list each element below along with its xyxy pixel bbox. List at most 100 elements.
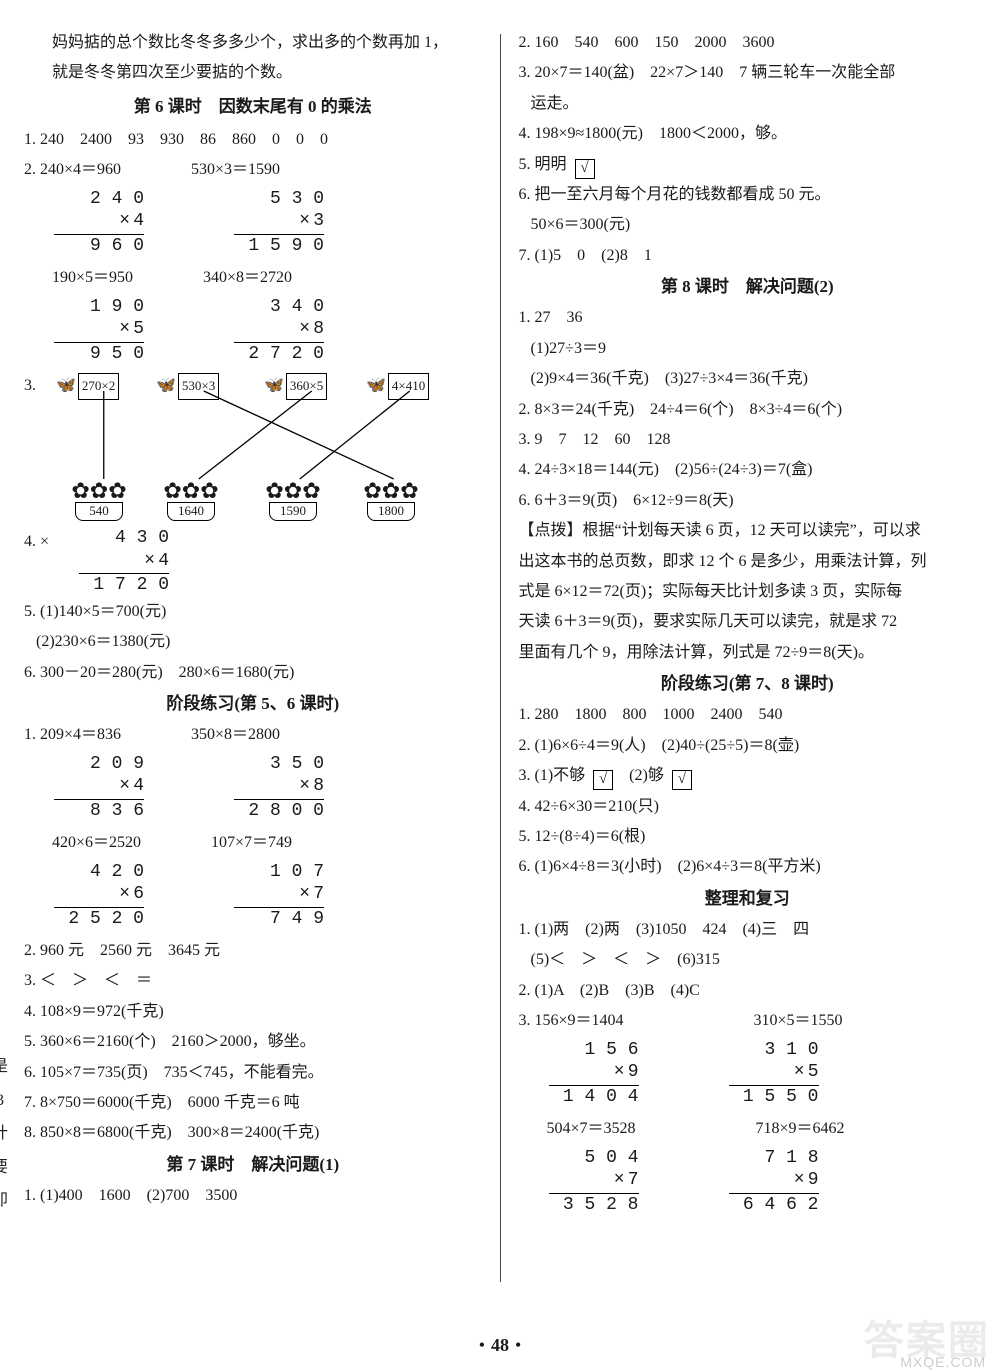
vertical-mult: 5 3 0 ×3 1 5 9 0 bbox=[234, 188, 324, 258]
matching-diagram: 🦋270×2 🦋530×3 🦋360×5 🦋4×410 ✿✿✿540 ✿✿✿16… bbox=[46, 371, 482, 521]
r7: 7. (1)5 0 (2)8 1 bbox=[519, 241, 977, 271]
r5: 5. 明明 √ bbox=[519, 150, 977, 180]
margin-note: 即 bbox=[0, 1184, 10, 1218]
st4: 4. 42÷6×30＝210(只) bbox=[519, 792, 977, 822]
p2: 2. 8×3＝24(千克) 24÷4＝6(个) 8×3÷4＝6(个) bbox=[519, 395, 977, 425]
watermark-url: MXQE.COM bbox=[900, 1354, 986, 1370]
t7-1: 1. (1)400 1600 (2)700 3500 bbox=[24, 1181, 482, 1211]
vertical-mult-row: 1 5 6×91 4 0 4 3 1 0×51 5 5 0 bbox=[549, 1039, 977, 1109]
vertical-mult: 3 4 0 ×8 2 7 2 0 bbox=[234, 296, 324, 366]
p1a: 1. 27 36 bbox=[519, 303, 977, 333]
s7: 7. 8×750＝6000(千克) 6000 千克＝6 吨 bbox=[24, 1088, 482, 1118]
right-column: 2. 160 540 600 150 2000 3600 3. 20×7＝140… bbox=[519, 28, 977, 1288]
butterfly-icon: 🦋 bbox=[156, 371, 176, 401]
q5b: (2)230×6＝1380(元) bbox=[24, 627, 482, 657]
s1-eq: 1. 209×4＝836 bbox=[24, 720, 121, 750]
r4: 4. 198×9≈1800(元) 1800＜2000，够。 bbox=[519, 119, 977, 149]
q2-eq: 530×3＝1590 bbox=[191, 155, 280, 185]
vertical-mult: 4 3 0 ×4 1 7 2 0 bbox=[79, 527, 169, 597]
rv1a: 1. (1)两 (2)两 (3)1050 424 (4)三 四 bbox=[519, 915, 977, 945]
intro-line: 妈妈掂的总个数比冬冬多多少个，求出多的个数再加 1， bbox=[24, 28, 482, 58]
q2-eq: 2. 240×4＝960 bbox=[24, 155, 121, 185]
s1-eq: 350×8＝2800 bbox=[191, 720, 280, 750]
vertical-mult-row: 2 4 0 ×4 9 6 0 5 3 0 ×3 1 5 9 0 bbox=[54, 188, 482, 258]
hint: 里面有几个 9，用除法计算，列式是 72÷9＝8(天)。 bbox=[519, 638, 977, 668]
page-number: 48 bbox=[491, 1335, 509, 1355]
p6: 6. 6＋3＝9(页) 6×12÷9＝8(天) bbox=[519, 486, 977, 516]
margin-notes: 是 3 计 要 即 bbox=[0, 1050, 10, 1218]
st1: 1. 280 1800 800 1000 2400 540 bbox=[519, 700, 977, 730]
q4: 4. × bbox=[24, 527, 49, 557]
vertical-mult-row: 1 9 0 ×5 9 5 0 3 4 0 ×8 2 7 2 0 bbox=[54, 296, 482, 366]
flower-pot: ✿✿✿1590 bbox=[258, 480, 328, 521]
r3a: 3. 20×7＝140(盆) 22×7＞140 7 辆三轮车一次能全部 bbox=[519, 58, 977, 88]
s2: 2. 960 元 2560 元 3645 元 bbox=[24, 936, 482, 966]
stage56-title: 阶段练习(第 5、6 课时) bbox=[24, 688, 482, 720]
p1c: (2)9×4＝36(千克) (3)27÷3×4＝36(千克) bbox=[519, 364, 977, 394]
checkbox-icon: √ bbox=[593, 770, 613, 790]
r3b: 运走。 bbox=[519, 89, 977, 119]
lesson6-title: 第 6 课时 因数末尾有 0 的乘法 bbox=[24, 91, 482, 123]
margin-note: 要 bbox=[0, 1151, 10, 1185]
rv1b: (5)＜ ＞ ＜ ＞ (6)315 bbox=[519, 945, 977, 975]
vertical-mult-row: 4 2 0×62 5 2 0 1 0 7×77 4 9 bbox=[54, 861, 482, 931]
butterfly-item: 🦋4×410 bbox=[366, 371, 429, 401]
p4: 4. 24÷3×18＝144(元) (2)56÷(24÷3)＝7(盒) bbox=[519, 455, 977, 485]
rv3-eq: 718×9＝6462 bbox=[756, 1114, 845, 1144]
vertical-mult: 1 9 0 ×5 9 5 0 bbox=[54, 296, 144, 366]
butterfly-item: 🦋360×5 bbox=[264, 371, 327, 401]
s3: 3. ＜ ＞ ＜ ＝ bbox=[24, 966, 482, 996]
butterfly-icon: 🦋 bbox=[366, 371, 386, 401]
q5a: 5. (1)140×5＝700(元) bbox=[24, 597, 482, 627]
q3-label: 3. bbox=[24, 371, 46, 527]
margin-note: 计 bbox=[0, 1117, 10, 1151]
p1b: (1)27÷3＝9 bbox=[519, 334, 977, 364]
checkbox-icon: √ bbox=[672, 770, 692, 790]
stage78-title: 阶段练习(第 7、8 课时) bbox=[519, 668, 977, 700]
butterfly-item: 🦋530×3 bbox=[156, 371, 219, 401]
two-columns: 妈妈掂的总个数比冬冬多多少个，求出多的个数再加 1， 就是冬冬第四次至少要掂的个… bbox=[24, 28, 976, 1288]
column-divider bbox=[500, 34, 501, 1282]
flower-pot: ✿✿✿1640 bbox=[156, 480, 226, 521]
q2-eq: 340×8＝2720 bbox=[203, 263, 292, 293]
s1-eq: 420×6＝2520 bbox=[52, 828, 141, 858]
hint: 式是 6×12＝72(页)；实际每天比计划多读 3 页，实际每 bbox=[519, 577, 977, 607]
q1: 1. 240 2400 93 930 86 860 0 0 0 bbox=[24, 125, 482, 155]
page-footer: •48• bbox=[0, 1335, 1000, 1356]
rv2: 2. (1)A (2)B (3)B (4)C bbox=[519, 976, 977, 1006]
r6a: 6. 把一至六月每个月花的钱数都看成 50 元。 bbox=[519, 180, 977, 210]
butterfly-icon: 🦋 bbox=[56, 371, 76, 401]
q6: 6. 300－20＝280(元) 280×6＝1680(元) bbox=[24, 658, 482, 688]
st5: 5. 12÷(8÷4)＝6(根) bbox=[519, 822, 977, 852]
hint: 出这本书的总页数，即求 12 个 6 是多少，用乘法计算，列 bbox=[519, 547, 977, 577]
margin-note: 是 bbox=[0, 1050, 10, 1084]
checkbox-icon: √ bbox=[575, 159, 595, 179]
s4: 4. 108×9＝972(千克) bbox=[24, 997, 482, 1027]
intro-line: 就是冬冬第四次至少要掂的个数。 bbox=[24, 58, 482, 88]
vertical-mult-row: 2 0 9×48 3 6 3 5 0×82 8 0 0 bbox=[54, 753, 482, 823]
review-title: 整理和复习 bbox=[519, 883, 977, 915]
rv3-eq: 3. 156×9＝1404 bbox=[519, 1006, 624, 1036]
s1-eq: 107×7＝749 bbox=[211, 828, 292, 858]
margin-note: 3 bbox=[0, 1084, 10, 1118]
st3: 3. (1)不够 √ (2)够 √ bbox=[519, 761, 977, 791]
left-column: 妈妈掂的总个数比冬冬多多少个，求出多的个数再加 1， 就是冬冬第四次至少要掂的个… bbox=[24, 28, 482, 1288]
butterfly-icon: 🦋 bbox=[264, 371, 284, 401]
st2: 2. (1)6×6÷4＝9(人) (2)40÷(25÷5)＝8(壶) bbox=[519, 731, 977, 761]
hint: 【点拨】根据“计划每天读 6 页，12 天可以读完”，可以求 bbox=[519, 516, 977, 546]
p3: 3. 9 7 12 60 128 bbox=[519, 425, 977, 455]
rv3-eq: 310×5＝1550 bbox=[754, 1006, 843, 1036]
page: 是 3 计 要 即 妈妈掂的总个数比冬冬多多少个，求出多的个数再加 1， 就是冬… bbox=[0, 0, 1000, 1370]
r2: 2. 160 540 600 150 2000 3600 bbox=[519, 28, 977, 58]
rv3-eq: 504×7＝3528 bbox=[547, 1114, 636, 1144]
lesson7-title: 第 7 课时 解决问题(1) bbox=[24, 1149, 482, 1181]
s8: 8. 850×8＝6800(千克) 300×8＝2400(千克) bbox=[24, 1118, 482, 1148]
flower-pot: ✿✿✿540 bbox=[64, 480, 134, 521]
s6: 6. 105×7＝735(页) 735＜745，不能看完。 bbox=[24, 1058, 482, 1088]
butterfly-item: 🦋270×2 bbox=[56, 371, 119, 401]
vertical-mult: 2 4 0 ×4 9 6 0 bbox=[54, 188, 144, 258]
q2-eq: 190×5＝950 bbox=[52, 263, 133, 293]
flower-pot: ✿✿✿1800 bbox=[356, 480, 426, 521]
hint: 天读 6＋3＝9(页)，要求实际几天可以读完，就是求 72 bbox=[519, 607, 977, 637]
lesson8-title: 第 8 课时 解决问题(2) bbox=[519, 271, 977, 303]
